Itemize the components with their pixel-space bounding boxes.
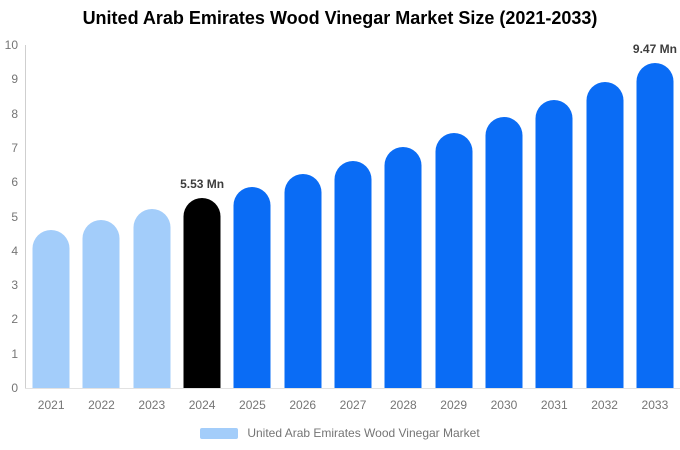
bar-2028 <box>384 147 422 388</box>
bar-slot-2022: 2022 <box>76 0 126 450</box>
bar-2021 <box>32 229 70 388</box>
bar-slot-2029: 2029 <box>429 0 479 450</box>
bar-slot-2033: 9.47 Mn 2033 <box>630 0 680 450</box>
y-axis-tick-labels: 0 1 2 3 4 5 6 7 8 9 10 <box>0 0 20 450</box>
bar-2027 <box>334 161 372 388</box>
bar-2029 <box>435 132 473 388</box>
legend-swatch <box>200 427 239 439</box>
y-tick-label: 7 <box>11 140 18 155</box>
bar-2030 <box>485 116 523 388</box>
y-tick-label: 8 <box>11 106 18 121</box>
y-axis-line <box>25 45 26 388</box>
bar-2025 <box>233 186 271 388</box>
bar-value-label-2024: 5.53 Mn <box>180 177 225 192</box>
x-tick-label-2032: 2032 <box>591 398 618 412</box>
y-tick-label: 1 <box>11 346 18 361</box>
y-tick-label: 6 <box>11 175 18 190</box>
bar-2024 <box>183 198 221 388</box>
x-tick-label-2033: 2033 <box>641 398 669 412</box>
bar-slot-2028: 2028 <box>378 0 428 450</box>
x-tick-label-2028: 2028 <box>389 398 417 412</box>
bars-container: 2021 2022 2023 5.53 Mn 2024 2025 2026 2027 2028 2… <box>26 0 680 450</box>
bar-slot-2027: 2027 <box>328 0 378 450</box>
y-tick-label: 9 <box>11 72 18 87</box>
y-tick-label: 10 <box>4 38 18 52</box>
bar-slot-2031: 2031 <box>529 0 579 450</box>
bar-slot-2026: 2026 <box>278 0 328 450</box>
y-tick-label: 2 <box>11 312 18 327</box>
x-axis-line <box>25 388 680 389</box>
bar-2032 <box>586 82 624 388</box>
y-tick-label: 5 <box>11 209 18 224</box>
bar-slot-2025: 2025 <box>227 0 277 450</box>
y-tick-label: 3 <box>11 278 18 293</box>
x-tick-label-2021: 2021 <box>37 398 65 412</box>
bar-slot-2032: 2032 <box>579 0 629 450</box>
bar-slot-2030: 2030 <box>479 0 529 450</box>
x-tick-label-2027: 2027 <box>339 398 367 412</box>
bar-2033 <box>636 63 674 388</box>
y-tick-label: 4 <box>11 243 18 258</box>
y-tick-label: 0 <box>11 381 18 395</box>
bar-value-label-2033: 9.47 Mn <box>632 42 677 57</box>
bar-slot-2021: 2021 <box>26 0 76 450</box>
x-tick-label-2024: 2024 <box>188 398 216 412</box>
bar-2031 <box>535 99 573 388</box>
x-tick-label-2031: 2031 <box>540 398 568 412</box>
x-tick-label-2030: 2030 <box>490 398 518 412</box>
x-tick-label-2025: 2025 <box>239 398 266 412</box>
bar-2022 <box>82 219 120 388</box>
x-tick-label-2022: 2022 <box>88 398 115 412</box>
x-tick-label-2023: 2023 <box>138 398 166 412</box>
bar-2023 <box>133 209 171 388</box>
bar-slot-2023: 2023 <box>127 0 177 450</box>
legend: United Arab Emirates Wood Vinegar Market <box>0 426 680 440</box>
chart-title: United Arab Emirates Wood Vinegar Market… <box>82 8 598 28</box>
bar-2026 <box>284 174 322 388</box>
bar-slot-2024: 5.53 Mn 2024 <box>177 0 227 450</box>
x-tick-label-2029: 2029 <box>440 398 467 412</box>
x-tick-label-2026: 2026 <box>289 398 317 412</box>
legend-label: United Arab Emirates Wood Vinegar Market <box>247 426 480 440</box>
